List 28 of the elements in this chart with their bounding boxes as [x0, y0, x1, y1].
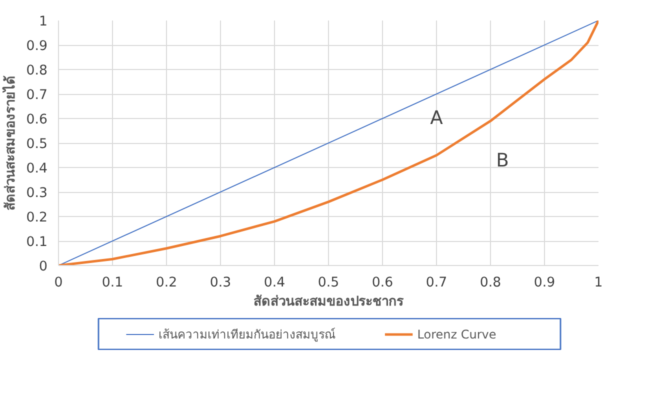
annotation: B: [496, 150, 509, 172]
y-tick-label: 0.4: [26, 162, 48, 176]
legend-label: Lorenz Curve: [417, 328, 496, 342]
x-tick-label: 0.3: [210, 276, 232, 290]
legend-label: เส้นความเท่าเทียมกันอย่างสมบูรณ์: [158, 328, 336, 342]
x-tick-label: 0.9: [534, 276, 556, 290]
y-tick-label: 0.7: [26, 88, 48, 103]
y-axis-title: สัดส่วนสะสมของรายได้: [1, 76, 18, 210]
x-tick-label: 0.7: [426, 276, 448, 290]
annotation: A: [430, 108, 444, 130]
y-tick-label: 0.1: [26, 235, 48, 250]
y-tick-label: 0.3: [26, 186, 48, 201]
y-tick-label: 1: [39, 14, 48, 30]
x-tick-label: 0.4: [264, 276, 286, 290]
y-tick-label: 0.6: [26, 112, 48, 128]
x-tick-label: 1: [594, 276, 603, 290]
y-tick-label: 0.2: [26, 210, 48, 226]
y-tick-label: 0.8: [26, 64, 48, 78]
x-tick-label: 0.6: [372, 276, 394, 290]
x-tick-label: 0: [54, 276, 63, 290]
x-tick-label: 0.1: [102, 276, 124, 290]
y-tick-label: 0: [39, 260, 48, 274]
x-tick-label: 0.8: [480, 276, 502, 290]
x-axis-title: สัดส่วนสะสมของประชากร: [254, 294, 404, 310]
x-tick-label: 0.2: [156, 276, 178, 290]
y-tick-label: 0.5: [26, 137, 48, 152]
x-tick-label: 0.5: [318, 276, 340, 290]
y-tick-label: 0.9: [26, 39, 48, 54]
